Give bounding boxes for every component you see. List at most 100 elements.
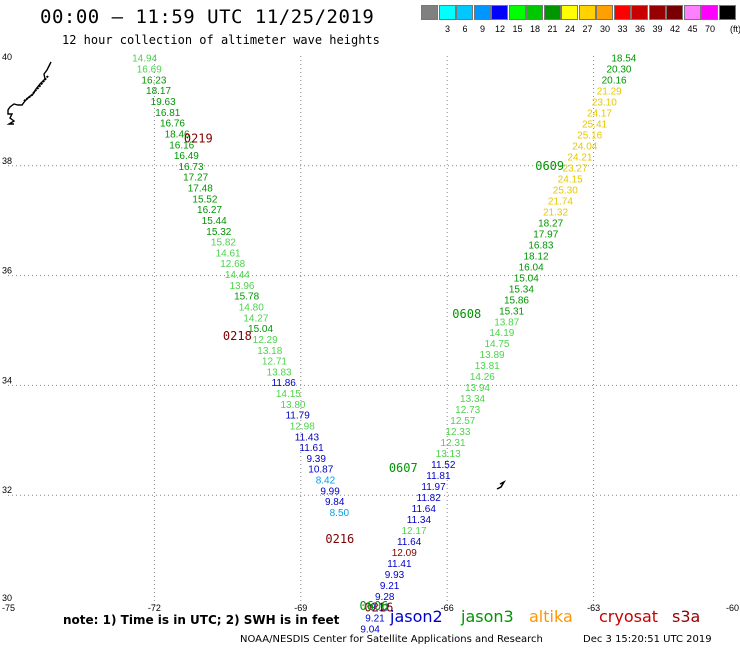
colorbar-label: 27 bbox=[582, 24, 593, 34]
wave-height-label: 13.81 bbox=[475, 361, 500, 372]
wave-height-label: 15.44 bbox=[202, 216, 227, 227]
colorbar-unit: (ft) bbox=[730, 24, 740, 34]
pass-time-label: 0608 bbox=[452, 307, 481, 321]
colorbar-label: 45 bbox=[687, 24, 698, 34]
y-tick-label: 40 bbox=[2, 52, 12, 62]
wave-height-label: 13.96 bbox=[229, 281, 254, 292]
wave-height-label: 23.27 bbox=[563, 164, 588, 175]
x-tick-label: -69 bbox=[294, 603, 307, 613]
wave-height-label: 13.34 bbox=[460, 394, 485, 405]
footer-credit: NOAA/NESDIS Center for Satellite Applica… bbox=[240, 634, 543, 645]
wave-height-label: 15.04 bbox=[248, 324, 273, 335]
island bbox=[496, 480, 506, 490]
wave-height-label: 15.78 bbox=[234, 292, 259, 303]
wave-height-label: 15.04 bbox=[514, 273, 539, 284]
x-tick-label: -60 bbox=[726, 603, 739, 613]
wave-height-label: 16.69 bbox=[137, 65, 162, 76]
wave-height-label: 19.63 bbox=[151, 97, 176, 108]
wave-height-label: 11.52 bbox=[431, 460, 456, 471]
colorbar-swatch bbox=[491, 5, 508, 20]
colorbar-label: 70 bbox=[704, 24, 715, 34]
chart-title: 00:00 – 11:59 UTC 11/25/2019 bbox=[40, 6, 375, 28]
wave-height-label: 24.15 bbox=[558, 175, 583, 186]
pass-time-label: 0219 bbox=[184, 131, 213, 145]
wave-height-label: 11.34 bbox=[407, 515, 432, 526]
wave-height-label: 14.27 bbox=[243, 313, 268, 324]
wave-height-label: 16.83 bbox=[528, 240, 553, 251]
colorbar-label: 30 bbox=[599, 24, 610, 34]
wave-height-label: 24.17 bbox=[587, 109, 612, 120]
wave-height-label: 24.04 bbox=[572, 142, 597, 153]
wave-height-label: 25.16 bbox=[577, 131, 602, 142]
pass-time-label: 0218 bbox=[223, 329, 252, 343]
colorbar-swatch bbox=[666, 5, 683, 20]
wave-height-label: 17.97 bbox=[533, 229, 558, 240]
wave-height-label: 13.87 bbox=[494, 317, 519, 328]
satellite-cryosat: cryosat bbox=[599, 607, 659, 626]
wave-height-label: 12.57 bbox=[450, 416, 475, 427]
wave-height-label: 9.28 bbox=[375, 592, 395, 603]
wave-height-label: 18.27 bbox=[538, 218, 563, 229]
wave-height-label: 11.79 bbox=[285, 411, 310, 422]
x-tick-label: -75 bbox=[2, 603, 15, 613]
wave-height-label: 9.21 bbox=[380, 581, 400, 592]
wave-height-label: 12.17 bbox=[402, 526, 427, 537]
x-tick-label: -66 bbox=[441, 603, 454, 613]
colorbar-label: 24 bbox=[564, 24, 575, 34]
wave-height-label: 12.33 bbox=[445, 427, 470, 438]
satellite-altika: altika bbox=[529, 607, 573, 626]
pass-time-label: 0609 bbox=[535, 159, 564, 173]
wave-height-label: 16.49 bbox=[174, 151, 199, 162]
wave-height-label: 11.43 bbox=[295, 432, 320, 443]
wave-height-label: 11.86 bbox=[272, 378, 297, 389]
colorbar-swatch bbox=[718, 5, 736, 20]
wave-height-label: 13.13 bbox=[436, 449, 461, 460]
wave-height-label: 9.84 bbox=[325, 497, 345, 508]
satellite-s3a: s3a bbox=[672, 607, 701, 626]
colorbar-swatch bbox=[648, 5, 666, 20]
wave-height-label: 14.19 bbox=[489, 328, 514, 339]
wave-height-label: 9.21 bbox=[365, 614, 385, 625]
wave-height-label: 15.31 bbox=[499, 306, 524, 317]
wave-height-label: 16.04 bbox=[519, 262, 544, 273]
wave-height-label: 13.89 bbox=[480, 350, 505, 361]
wave-height-label: 15.32 bbox=[206, 227, 231, 238]
wave-height-label: 13.83 bbox=[267, 367, 292, 378]
pass-time-label: 0606 bbox=[360, 599, 389, 613]
wave-height-label: 23.10 bbox=[592, 98, 617, 109]
wave-height-label: 13.18 bbox=[257, 346, 282, 357]
wave-height-label: 16.27 bbox=[197, 205, 222, 216]
wave-height-label: 11.64 bbox=[412, 504, 437, 515]
wave-height-label: 14.15 bbox=[276, 389, 301, 400]
colorbar-label: 33 bbox=[617, 24, 628, 34]
colorbar-swatch bbox=[456, 5, 473, 20]
wave-height-label: 18.46 bbox=[165, 129, 190, 140]
colorbar-swatch bbox=[683, 5, 701, 20]
colorbar-label: 42 bbox=[669, 24, 680, 34]
wave-height-label: 21.29 bbox=[597, 87, 622, 98]
colorbar-label: 9 bbox=[479, 24, 485, 34]
pass-time-label: 0216 bbox=[364, 601, 393, 615]
colorbar-label: 6 bbox=[462, 24, 468, 34]
wave-height-label: 24.21 bbox=[567, 153, 592, 164]
colorbar-swatch bbox=[438, 5, 456, 20]
wave-height-label: 8.50 bbox=[330, 508, 350, 519]
wave-height-label: 17.48 bbox=[188, 184, 213, 195]
chart-subtitle: 12 hour collection of altimeter wave hei… bbox=[62, 33, 380, 47]
wave-height-label: 14.44 bbox=[225, 270, 250, 281]
colorbar-label: 3 bbox=[444, 24, 450, 34]
wave-height-label: 16.81 bbox=[155, 108, 180, 119]
wave-height-label: 12.29 bbox=[253, 335, 278, 346]
wave-height-label: 14.75 bbox=[484, 339, 509, 350]
wave-height-label: 12.68 bbox=[220, 259, 245, 270]
wave-height-label: 20.30 bbox=[606, 65, 631, 76]
colorbar-swatch bbox=[701, 5, 718, 20]
colorbar-swatch bbox=[631, 5, 648, 20]
wave-height-label: 16.76 bbox=[160, 119, 185, 130]
wave-height-label: 14.26 bbox=[470, 372, 495, 383]
wave-height-label: 20.16 bbox=[602, 76, 627, 87]
wave-height-label: 11.97 bbox=[421, 482, 446, 493]
satellite-jason3: jason3 bbox=[461, 607, 514, 626]
